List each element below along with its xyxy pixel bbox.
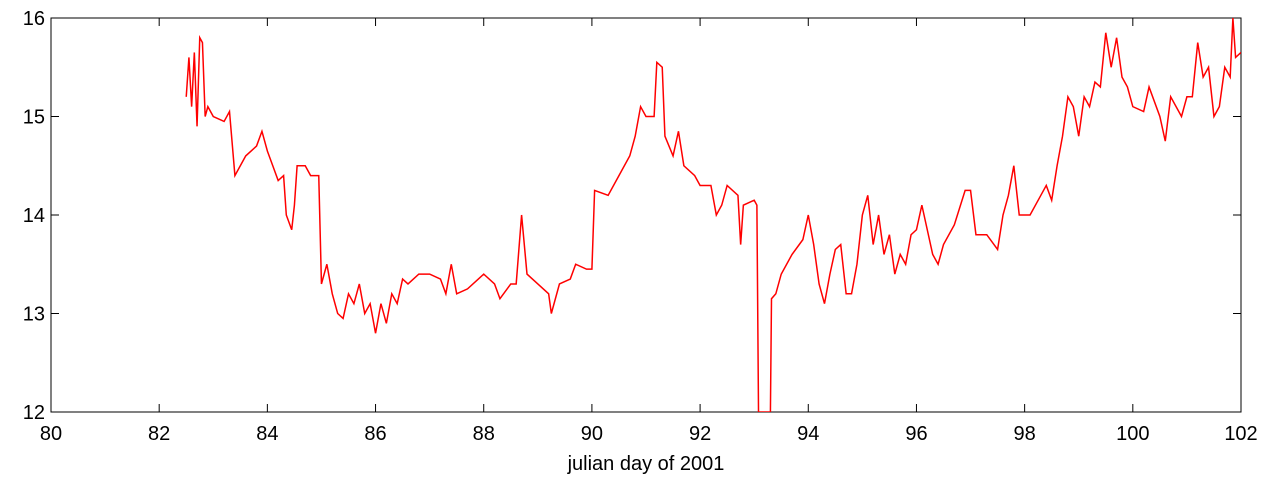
data-line bbox=[185, 18, 1241, 412]
x-tick-label: 100 bbox=[1116, 423, 1149, 445]
y-tick-label: 16 bbox=[23, 8, 45, 30]
x-tick-label: 80 bbox=[40, 423, 62, 445]
y-tick-label: 12 bbox=[23, 402, 45, 424]
x-tick-label: 94 bbox=[797, 423, 819, 445]
x-tick-label: 86 bbox=[364, 423, 386, 445]
x-tick-label: 88 bbox=[473, 423, 495, 445]
x-tick-label: 90 bbox=[581, 423, 603, 445]
x-tick-label: 98 bbox=[1014, 423, 1036, 445]
x-axis-label: julian day of 2001 bbox=[567, 453, 725, 475]
x-tick-label: 84 bbox=[256, 423, 278, 445]
x-tick-label: 92 bbox=[689, 423, 711, 445]
y-tick-label: 15 bbox=[23, 107, 45, 129]
y-tick-label: 14 bbox=[23, 205, 45, 227]
x-tick-label: 96 bbox=[905, 423, 927, 445]
y-tick-label: 13 bbox=[23, 304, 45, 326]
x-tick-label: 82 bbox=[148, 423, 170, 445]
plot-frame bbox=[50, 17, 1242, 413]
x-tick-label: 102 bbox=[1224, 423, 1257, 445]
